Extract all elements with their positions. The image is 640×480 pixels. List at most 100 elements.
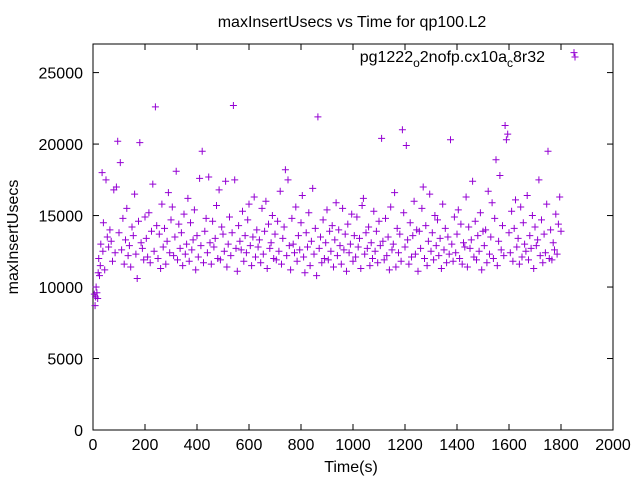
data-point — [297, 219, 305, 227]
data-point — [274, 217, 282, 225]
data-point — [162, 260, 170, 268]
data-point — [343, 267, 350, 275]
data-point — [419, 183, 427, 191]
x-tick-label: 200 — [132, 437, 159, 454]
data-point — [239, 207, 246, 215]
data-point — [323, 206, 331, 214]
data-point — [201, 227, 209, 235]
data-point — [184, 194, 192, 202]
data-point — [467, 236, 475, 244]
data-point — [105, 243, 113, 251]
data-point — [508, 207, 516, 215]
data-point — [207, 260, 215, 268]
data-point — [450, 213, 458, 221]
data-point — [492, 156, 500, 164]
data-point — [397, 257, 405, 265]
data-point — [434, 216, 441, 224]
data-point — [427, 247, 435, 255]
data-point — [345, 249, 353, 257]
data-point — [313, 272, 321, 280]
data-point — [439, 200, 447, 208]
data-point — [301, 269, 309, 277]
data-point — [97, 240, 105, 248]
data-point — [422, 222, 430, 230]
data-point — [337, 260, 345, 268]
data-point — [107, 237, 115, 245]
data-point — [149, 180, 157, 188]
data-point — [138, 244, 146, 252]
data-point — [167, 216, 175, 224]
data-point — [332, 199, 340, 207]
data-point — [94, 269, 102, 277]
data-point — [515, 260, 523, 268]
data-point — [495, 237, 503, 245]
data-point — [375, 217, 383, 225]
data-point — [284, 176, 292, 184]
data-point — [302, 229, 310, 237]
data-point — [99, 247, 107, 255]
data-point — [306, 262, 314, 270]
x-tick-label: 800 — [288, 437, 315, 454]
data-point — [358, 202, 366, 210]
data-point — [361, 250, 369, 258]
data-point — [453, 230, 461, 238]
legend-marker-plus — [571, 53, 579, 61]
data-point — [326, 227, 334, 235]
data-point — [556, 193, 564, 201]
data-point — [356, 234, 363, 242]
data-point — [506, 249, 514, 257]
data-point — [447, 136, 454, 144]
data-point — [547, 226, 555, 234]
data-point — [536, 252, 544, 260]
data-point — [257, 259, 265, 267]
data-point — [93, 289, 101, 297]
data-point — [352, 253, 360, 261]
data-point — [478, 266, 486, 274]
data-point — [153, 222, 161, 230]
data-point — [255, 236, 263, 244]
data-point — [142, 234, 150, 242]
data-point — [327, 247, 335, 255]
data-point — [280, 223, 288, 231]
data-point — [319, 216, 327, 224]
x-axis-label: Time(s) — [324, 459, 378, 476]
data-point — [514, 234, 522, 242]
data-point — [392, 263, 400, 271]
data-point — [144, 253, 152, 261]
data-point — [382, 214, 389, 222]
data-point — [291, 249, 298, 257]
data-point — [393, 224, 401, 232]
y-tick-label: 0 — [74, 423, 83, 440]
data-point — [253, 226, 261, 234]
data-point — [469, 177, 477, 185]
data-point — [228, 229, 236, 237]
data-point — [194, 253, 202, 261]
data-point — [278, 260, 285, 268]
data-point — [320, 254, 328, 262]
data-point — [168, 203, 176, 211]
x-tick-label: 1600 — [491, 437, 527, 454]
data-point — [276, 187, 284, 195]
data-point — [424, 237, 432, 245]
data-point — [317, 233, 324, 241]
data-point — [188, 246, 196, 254]
y-tick-label: 5000 — [47, 352, 83, 369]
data-point — [159, 243, 167, 251]
data-point — [528, 212, 536, 220]
data-point — [249, 233, 257, 241]
legend-marker — [571, 53, 579, 61]
data-point — [92, 283, 100, 291]
data-point — [154, 254, 162, 262]
data-point — [471, 217, 479, 225]
data-point — [170, 252, 178, 260]
data-point — [106, 226, 114, 234]
data-point — [102, 176, 110, 184]
data-point — [371, 247, 379, 255]
data-point — [431, 212, 439, 220]
data-point — [417, 244, 425, 252]
data-point — [211, 234, 219, 242]
data-point — [418, 204, 426, 212]
data-point — [513, 243, 521, 251]
data-point — [454, 206, 462, 214]
data-point — [465, 223, 473, 231]
